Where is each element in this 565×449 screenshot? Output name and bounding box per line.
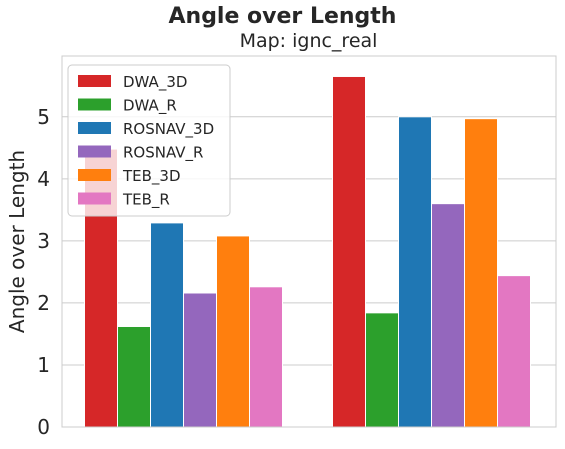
y-tick-label-4: 4 — [37, 167, 50, 191]
y-tick-label-1: 1 — [37, 353, 50, 377]
legend-label-teb-3d: TEB_3D — [122, 167, 181, 186]
legend-label-teb-r: TEB_R — [122, 191, 170, 210]
bar-rosnav-r-group-1 — [183, 292, 217, 428]
bar-rosnav-3d-group-1 — [150, 222, 184, 428]
legend-swatch-rosnav-r — [78, 145, 111, 158]
bar-teb-r-group-2 — [497, 275, 531, 428]
legend-swatch-dwa-3d — [78, 75, 111, 87]
bar-rosnav-3d-group-2 — [398, 116, 432, 428]
y-tick-label-2: 2 — [37, 291, 50, 315]
bar-teb-3d-group-2 — [464, 118, 498, 428]
y-ticks: 0 1 2 3 4 5 — [37, 105, 50, 439]
bars — [84, 75, 531, 428]
bar-dwa-r-group-2 — [365, 312, 399, 428]
plot-frame — [61, 55, 557, 428]
chart-title: Angle over Length — [168, 4, 397, 29]
y-tick-label-3: 3 — [37, 229, 50, 253]
legend-label-rosnav-r: ROSNAV_R — [123, 144, 203, 163]
bar-rosnav-r-group-2 — [431, 203, 465, 428]
legend-label-dwa-3d: DWA_3D — [123, 73, 187, 92]
y-axis-label: Angle over Length — [5, 150, 29, 333]
legend-swatch-teb-3d — [78, 169, 111, 181]
y-tick-label-5: 5 — [37, 105, 50, 129]
bar-teb-r-group-1 — [249, 286, 283, 428]
bar-dwa-r-group-1 — [117, 325, 151, 428]
legend-swatch-rosnav-3d — [78, 122, 111, 134]
chart-subtitle: Map: ignc_real — [239, 30, 378, 52]
legend: DWA_3D DWA_R ROSNAV_3D ROSNAV_R TEB_3D TEB_R — [67, 64, 231, 217]
legend-swatch-dwa-r — [78, 98, 111, 111]
legend-label-rosnav-3d: ROSNAV_3D — [123, 120, 214, 139]
bar-teb-3d-group-1 — [216, 235, 250, 428]
bar-dwa-3d-group-2 — [332, 75, 366, 428]
y-tick-label-0: 0 — [37, 415, 50, 439]
legend-label-dwa-r: DWA_R — [123, 97, 177, 116]
plot-border — [61, 55, 557, 428]
legend-swatch-teb-r — [78, 192, 111, 205]
